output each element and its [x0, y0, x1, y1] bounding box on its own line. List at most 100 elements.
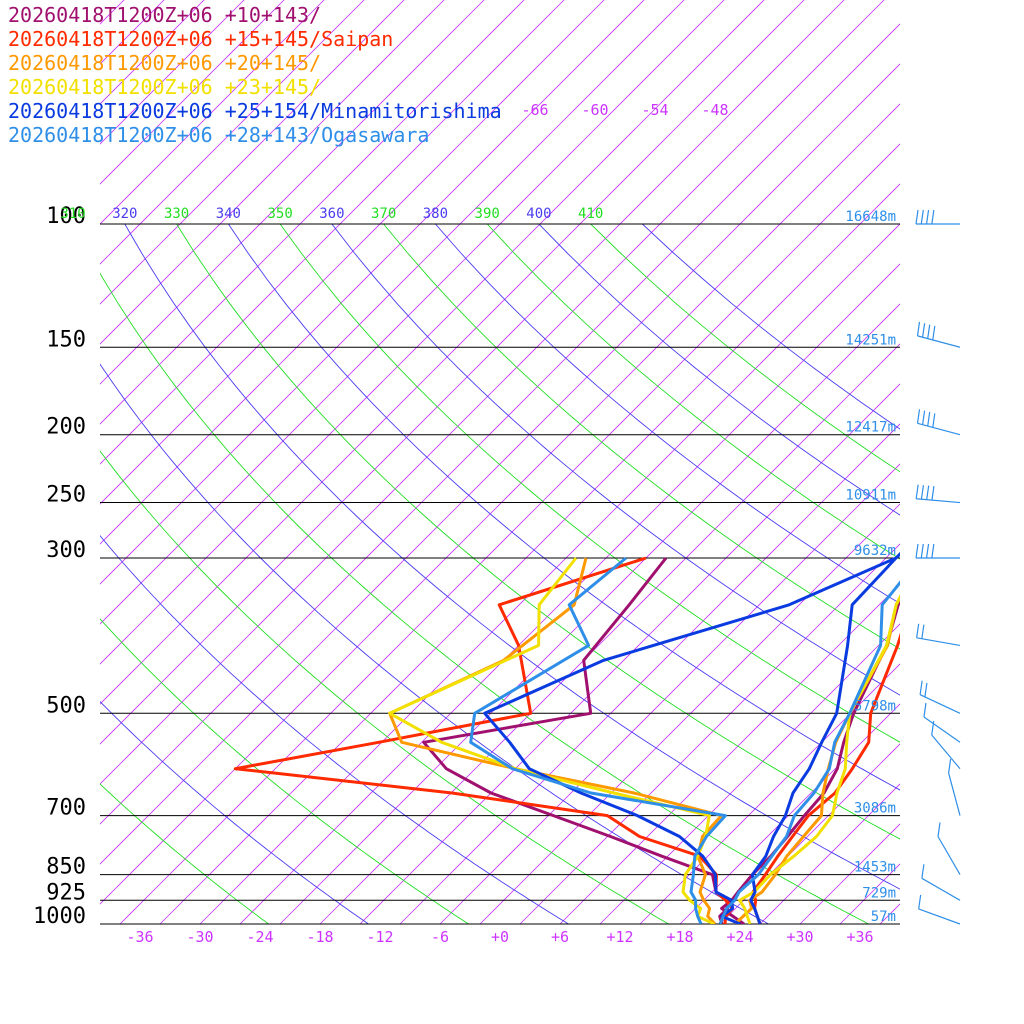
temperature-tick-label: +6	[551, 928, 569, 946]
legend-entry: 20260418T1200Z+06 +10+143/	[8, 3, 321, 27]
dry-adiabat-line	[100, 450, 669, 924]
theta-label: 330	[164, 206, 189, 222]
dewpoint-profile-line	[422, 557, 730, 924]
legend-entry: 20260418T1200Z+06 +25+154/Minamitorishim…	[8, 99, 502, 123]
pressure-tick-label: 100	[46, 204, 86, 229]
temperature-tick-label: +30	[786, 928, 813, 946]
wind-barb	[931, 720, 961, 770]
temperature-profile-line	[751, 632, 900, 924]
isotherm-line	[799, 823, 900, 924]
height-label: 729m	[862, 885, 896, 901]
isotherm-line	[519, 543, 900, 924]
isotherm-line	[399, 423, 900, 924]
dry-adiabat-line	[124, 224, 900, 890]
height-label: 57m	[871, 909, 896, 925]
height-label: 5798m	[854, 698, 896, 714]
isotherm-line	[100, 0, 445, 345]
dry-adiabat-line	[331, 224, 900, 696]
pressure-tick-label: 500	[46, 693, 86, 718]
isotherm-line	[100, 0, 485, 385]
pressure-tick-label: 300	[46, 538, 86, 563]
isotherm-line	[479, 503, 900, 924]
legend: 20260418T1200Z+06 +10+143/20260418T1200Z…	[8, 3, 502, 147]
isotherm-top-label: -54	[641, 101, 668, 119]
temperature-tick-label: -18	[306, 928, 333, 946]
temperature-profile-line	[718, 580, 900, 924]
isotherm-line	[599, 623, 900, 924]
temperature-tick-label: -6	[431, 928, 449, 946]
height-label: 1453m	[854, 860, 896, 876]
isotherm-line	[439, 463, 900, 924]
pressure-tick-label: 150	[46, 327, 86, 352]
height-label: 12417m	[845, 420, 896, 436]
dewpoint-profile-line	[388, 557, 715, 924]
isotherm-line	[100, 0, 525, 425]
pressure-tick-label: 250	[46, 483, 86, 508]
dewpoint-profile-line	[233, 556, 735, 924]
theta-label: 320	[112, 206, 137, 222]
wind-barb	[915, 543, 960, 559]
temperature-tick-label: -30	[186, 928, 213, 946]
temperature-tick-label: +24	[726, 928, 753, 946]
pressure-tick-label: 850	[46, 855, 86, 880]
isotherm-top-label: -66	[521, 101, 548, 119]
wind-barb	[937, 822, 961, 875]
theta-label: 380	[423, 206, 448, 222]
height-label: 14251m	[845, 332, 896, 348]
temperature-tick-label: +36	[846, 928, 873, 946]
temperature-tick-label: +12	[606, 928, 633, 946]
wind-barb	[923, 702, 961, 743]
temperature-tick-label: -24	[246, 928, 273, 946]
wind-barb	[921, 864, 961, 901]
pressure-tick-label: 925	[46, 880, 86, 905]
theta-label: 370	[371, 206, 396, 222]
dewpoint-profile-line	[469, 556, 727, 924]
isotherm-line	[100, 0, 285, 185]
theta-label: 310	[60, 206, 85, 222]
dry-adiabat-line	[435, 224, 900, 605]
wind-barb	[915, 209, 960, 225]
legend-entry: 20260418T1200Z+06 +15+145/Saipan	[8, 27, 393, 51]
dry-adiabat-line	[642, 224, 900, 430]
legend-entry: 20260418T1200Z+06 +28+143/Ogasawara	[8, 123, 429, 147]
wind-barb	[918, 894, 961, 925]
temperature-tick-label: +18	[666, 928, 693, 946]
isotherm-top-label: -60	[581, 101, 608, 119]
theta-label: 390	[475, 206, 500, 222]
isotherm-line	[559, 583, 900, 924]
wind-barb	[916, 623, 961, 647]
legend-entry: 20260418T1200Z+06 +23+145/	[8, 75, 321, 99]
isotherm-line	[100, 0, 365, 265]
isotherm-line	[839, 863, 900, 924]
theta-label: 410	[578, 206, 603, 222]
isotherm-line	[100, 0, 325, 225]
isobar-lines	[100, 223, 900, 925]
temperature-tick-label: -12	[366, 928, 393, 946]
wind-barb	[915, 484, 961, 504]
wind-barb	[948, 758, 961, 816]
temperature-profile-line	[738, 594, 900, 924]
pressure-tick-label: 700	[46, 796, 86, 821]
wind-barb	[916, 409, 961, 436]
dry-adiabat-line	[486, 224, 900, 560]
isotherm-line	[100, 0, 245, 145]
isotherm-top-label: -48	[701, 101, 728, 119]
temperature-tick-label: +0	[491, 928, 509, 946]
wind-barb	[916, 321, 961, 348]
theta-label: 400	[526, 206, 551, 222]
legend-entry: 20260418T1200Z+06 +20+145/	[8, 51, 321, 75]
pressure-tick-label: 1000	[33, 904, 86, 929]
theta-label: 360	[319, 206, 344, 222]
height-label: 16648m	[845, 209, 896, 225]
height-label: 9632m	[854, 543, 896, 559]
sounding-profiles	[233, 551, 900, 924]
height-label: 10911m	[845, 488, 896, 504]
temperature-profile-line	[749, 551, 900, 924]
isotherm-line	[100, 0, 405, 305]
theta-label: 340	[216, 206, 241, 222]
isotherm-line	[719, 743, 900, 924]
isotherm-line	[639, 663, 900, 924]
isotherm-line	[679, 703, 900, 924]
